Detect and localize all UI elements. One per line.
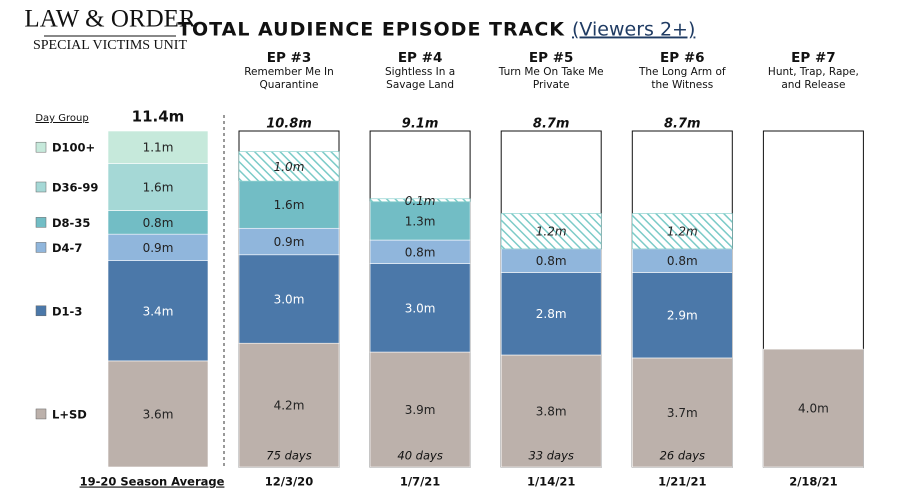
legend-swatch [35, 181, 47, 193]
bar-segment [369, 201, 471, 241]
bar-segment [238, 180, 340, 229]
legend-swatch [35, 408, 47, 420]
projection-segment [631, 213, 733, 250]
legend-label: D36-99 [52, 181, 98, 195]
episode-number: EP #7 [791, 50, 836, 66]
chart-title: TOTAL AUDIENCE EPISODE TRACK [178, 19, 565, 41]
episode-header: EP #5 Turn Me On Take Me Private [486, 50, 616, 92]
legend-label: D4-7 [52, 241, 82, 255]
episode-header: EP #4 Sightless In a Savage Land [355, 50, 485, 92]
segment-label: 0.8m [143, 216, 174, 230]
projection-label: 1.0m [274, 160, 305, 174]
segment-label: 3.8m [536, 405, 567, 419]
total-label: 8.7m [664, 117, 701, 132]
bar-segment [369, 263, 471, 353]
segment-label: 1.3m [405, 214, 436, 228]
episode-header: EP #3 Remember Me In Quarantine [224, 50, 354, 92]
legend-swatch [35, 305, 47, 317]
legend-label: D8-35 [52, 216, 90, 230]
legend-label: D100+ [52, 141, 95, 155]
x-tick-label: 12/3/20 [265, 475, 313, 489]
segment-label: 0.8m [405, 245, 436, 259]
episode-title: Sightless In a Savage Land [384, 66, 456, 91]
legend-swatch [35, 141, 47, 153]
legend-label: L+SD [52, 407, 87, 421]
segment-label: 3.6m [143, 407, 174, 421]
bar-segment [238, 342, 340, 468]
projection-label: 1.2m [536, 225, 567, 239]
legend-swatch [35, 242, 47, 253]
bar-segment [500, 272, 602, 356]
segment-label: 1.6m [143, 181, 174, 195]
segment-label: 0.9m [274, 235, 305, 249]
total-label: 8.7m [533, 117, 570, 132]
legend-label: D1-3 [52, 304, 82, 318]
x-tick-label: 1/21/21 [658, 475, 706, 489]
days-label: 40 days [397, 449, 442, 463]
x-tick-label: 19-20 Season Average [80, 475, 225, 489]
segment-label: 3.7m [667, 406, 698, 420]
days-label: 75 days [266, 449, 311, 463]
projection-segment [500, 213, 602, 250]
episode-number: EP #6 [660, 50, 705, 66]
projection-segment [369, 198, 471, 203]
legend-title: Day Group [35, 113, 88, 124]
days-label: 33 days [528, 449, 573, 463]
bar-segment [631, 272, 733, 359]
episode-title: Remember Me In Quarantine [244, 66, 334, 91]
bar-segment [107, 163, 209, 211]
bar-segment [238, 254, 340, 344]
bar-segment [238, 227, 340, 256]
segment-label: 0.8m [536, 254, 567, 268]
days-label: 26 days [660, 449, 705, 463]
episode-title: Hunt, Trap, Rape, and Release [767, 66, 859, 91]
projection-segment [238, 151, 340, 182]
segment-label: 0.9m [143, 241, 174, 255]
bar-segment [107, 360, 209, 468]
bar-segment [107, 233, 209, 261]
segment-label: 0.8m [667, 254, 698, 268]
segment-label: 3.0m [405, 301, 436, 315]
chart-subtitle: (Viewers 2+) [572, 19, 695, 41]
x-tick-label: 1/7/21 [400, 475, 440, 489]
bar-segment [500, 354, 602, 468]
bar-segment [369, 351, 471, 468]
total-label: 9.1m [402, 117, 439, 132]
legend-swatch [35, 217, 47, 228]
projection-label: 0.1m [405, 194, 436, 208]
segment-label: 1.6m [274, 198, 305, 212]
bar-segment [107, 260, 209, 362]
projection-label: 1.2m [667, 225, 698, 239]
x-tick-label: 2/18/21 [789, 475, 837, 489]
segment-label: 2.9m [667, 309, 698, 323]
segment-label: 4.0m [798, 402, 829, 416]
episode-number: EP #3 [266, 50, 312, 66]
x-tick-label: 1/14/21 [527, 475, 575, 489]
episode-title: Turn Me On Take Me Private [498, 66, 604, 91]
segment-label: 4.2m [274, 399, 305, 413]
episode-number: EP #5 [528, 50, 574, 66]
segment-label: 1.1m [143, 141, 174, 155]
bar-segment [107, 130, 209, 164]
total-label: 10.8m [266, 117, 312, 132]
episode-header: EP #6 The Long Arm of the Witness [617, 50, 747, 92]
bar-segment [631, 357, 733, 468]
segment-label: 3.4m [143, 304, 174, 318]
episode-number: EP #4 [397, 50, 443, 66]
segment-label: 3.9m [405, 403, 436, 417]
segment-label: 3.0m [274, 293, 305, 307]
logo-line1: LAW & ORDER [24, 6, 195, 33]
logo-line2: SPECIAL VICTIMS UNIT [33, 38, 187, 53]
total-label: 11.4m [132, 108, 185, 126]
segment-label: 2.8m [536, 307, 567, 321]
episode-header: EP #7 Hunt, Trap, Rape, and Release [748, 50, 878, 92]
episode-title: The Long Arm of the Witness [638, 66, 726, 91]
bar-segment [763, 348, 864, 468]
